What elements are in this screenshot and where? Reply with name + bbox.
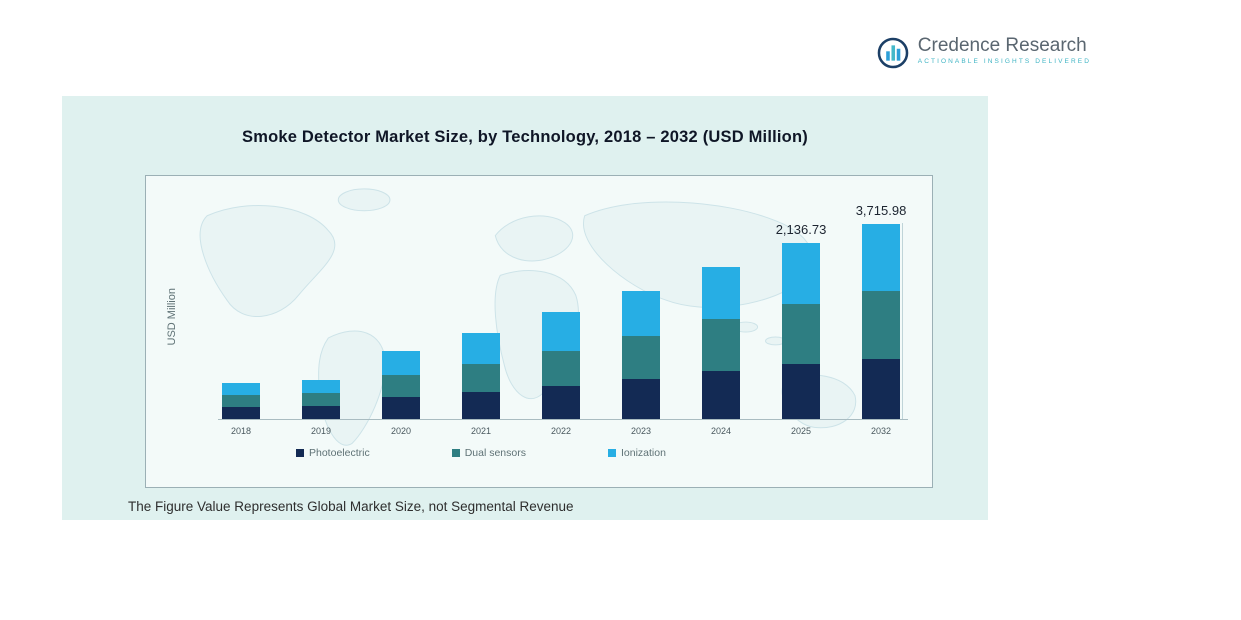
bar-group: 2032 3,715.98 — [856, 203, 907, 436]
bar-segment-photoelectric — [542, 385, 580, 419]
legend-marker — [607, 449, 616, 457]
legend-marker — [451, 449, 460, 457]
bar-chart-circle-icon — [877, 37, 909, 69]
bar-segment-photoelectric — [222, 406, 260, 419]
bar-segment-dual-sensors — [622, 336, 660, 379]
legend-label: Photoelectric — [309, 447, 370, 459]
chart-panel: Smoke Detector Market Size, by Technolog… — [62, 96, 988, 520]
bar-segment-ionization — [302, 380, 340, 393]
bar-segment-ionization — [382, 350, 420, 376]
bar-group: 2021 — [462, 333, 500, 436]
bar-group: 2018 — [222, 383, 260, 436]
legend-item: Photoelectric — [296, 447, 370, 459]
chart-plot-area: USD Million 2018 2019 2020 2021 2022 2023 2024… — [145, 175, 933, 488]
x-axis-line — [218, 419, 908, 420]
bar-segment-photoelectric — [782, 363, 820, 419]
right-axis-line — [902, 223, 903, 419]
x-tick-label: 2019 — [310, 426, 332, 436]
x-tick-label: 2032 — [870, 426, 892, 436]
x-tick-label: 2022 — [550, 426, 572, 436]
bar-segment-ionization — [782, 243, 820, 304]
bar-group: 2022 — [542, 312, 580, 436]
bar-group: 2019 — [302, 380, 340, 436]
bar-group: 2025 2,136.73 — [776, 222, 827, 436]
x-tick-label: 2018 — [230, 426, 252, 436]
bar-segment-ionization — [862, 224, 900, 292]
bars-row: 2018 2019 2020 2021 2022 2023 2024 2025 2,136.73… — [222, 203, 907, 436]
bar-segment-photoelectric — [382, 397, 420, 419]
credence-research-logo: Credence Research Actionable Insights De… — [876, 36, 1091, 70]
legend-label: Ionization — [620, 447, 666, 459]
bar-group: 2020 — [382, 350, 420, 436]
bar-segment-dual-sensors — [302, 393, 340, 406]
legend-item: Ionization — [607, 447, 666, 459]
bar-segment-photoelectric — [302, 406, 340, 419]
bar-segment-ionization — [542, 312, 580, 351]
y-axis-label: USD Million — [166, 288, 178, 346]
legend: Photoelectric Dual sensors Ionization — [296, 447, 666, 459]
bar-segment-photoelectric — [462, 392, 500, 419]
bar-segment-ionization — [702, 267, 740, 320]
legend-label: Dual sensors — [464, 447, 526, 459]
chart-footnote: The Figure Value Represents Global Marke… — [128, 499, 574, 514]
legend-item: Dual sensors — [451, 447, 526, 459]
logo-name: Credence Research — [917, 35, 1087, 56]
bar-group: 2023 — [622, 291, 660, 436]
legend-marker — [296, 449, 304, 457]
logo-tagline: Actionable Insights Delivered — [917, 58, 1091, 65]
bar-group: 2024 — [702, 267, 740, 436]
bar-value-label: 2,136.73 — [775, 222, 827, 238]
bar-segment-photoelectric — [622, 378, 660, 419]
bar-segment-ionization — [222, 383, 260, 395]
bar-segment-dual-sensors — [702, 319, 740, 371]
bar-segment-dual-sensors — [462, 364, 500, 392]
chart-title: Smoke Detector Market Size, by Technolog… — [242, 128, 808, 146]
x-tick-label: 2021 — [470, 426, 492, 436]
logo-text: Credence Research Actionable Insights De… — [917, 35, 1091, 66]
bar-segment-ionization — [462, 333, 500, 364]
bar-segment-photoelectric — [862, 359, 900, 419]
bar-segment-dual-sensors — [382, 375, 420, 398]
bar-value-label: 3,715.98 — [855, 203, 907, 219]
bar-segment-dual-sensors — [782, 303, 820, 364]
x-tick-label: 2020 — [390, 426, 412, 436]
bar-segment-dual-sensors — [862, 291, 900, 359]
bar-segment-dual-sensors — [222, 394, 260, 407]
x-tick-label: 2025 — [790, 426, 812, 436]
bar-segment-dual-sensors — [542, 350, 580, 386]
bar-segment-photoelectric — [702, 370, 740, 419]
x-tick-label: 2023 — [630, 426, 652, 436]
bar-segment-ionization — [622, 291, 660, 336]
x-tick-label: 2024 — [710, 426, 732, 436]
